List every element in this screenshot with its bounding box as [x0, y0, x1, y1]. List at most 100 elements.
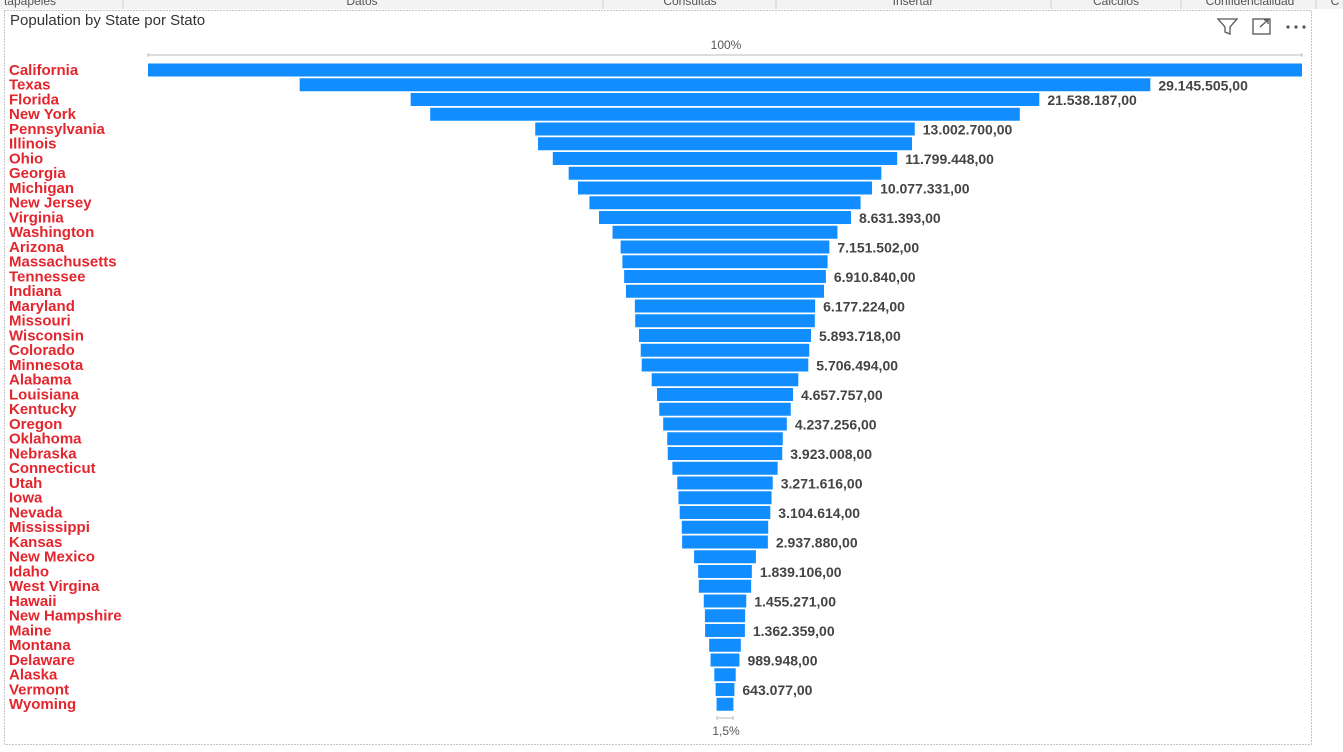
- bar: [552, 152, 898, 165]
- category-label: Connecticut: [9, 460, 96, 477]
- value-label: 21.538.187,00: [1047, 92, 1137, 108]
- bottom-percent: 1,5%: [712, 724, 740, 738]
- category-label: Alabama: [9, 372, 72, 389]
- bar: [148, 63, 1302, 77]
- value-label: 3.104.614,00: [778, 505, 860, 521]
- value-label: 11.799.448,00: [905, 151, 994, 167]
- bar: [710, 653, 740, 667]
- ribbon-group: Datos: [346, 0, 377, 8]
- value-label: 4.237.256,00: [795, 417, 877, 433]
- category-label: Idaho: [9, 563, 49, 580]
- bar: [568, 166, 882, 180]
- bar: [657, 388, 793, 401]
- category-label: Colorado: [9, 342, 75, 359]
- bar: [667, 432, 783, 446]
- ribbon-group: C: [1331, 0, 1340, 8]
- bar: [705, 624, 745, 637]
- category-label: Texas: [9, 77, 50, 94]
- bar: [663, 417, 787, 431]
- category-label: Nebraska: [9, 445, 77, 462]
- category-label: Iowa: [9, 490, 43, 507]
- bar: [577, 181, 873, 195]
- bar: [620, 240, 830, 254]
- bar: [698, 579, 752, 593]
- chart-title: Population by State por Stato: [10, 12, 205, 29]
- category-label: New Hampshire: [9, 608, 122, 625]
- value-label: 643.077,00: [742, 682, 812, 698]
- category-label: New York: [9, 106, 77, 123]
- category-label: Kentucky: [9, 401, 77, 418]
- value-label: 5.706.494,00: [816, 358, 898, 374]
- focus-icon[interactable]: [1252, 18, 1271, 35]
- filter-icon[interactable]: [1216, 18, 1239, 35]
- bar: [624, 270, 826, 283]
- category-label: West Virgina: [9, 578, 100, 595]
- category-label: New Jersey: [9, 195, 92, 212]
- bar: [538, 137, 912, 151]
- ribbon-group: Cálculos: [1093, 0, 1139, 8]
- category-label: Montana: [9, 637, 71, 654]
- category-label: Minnesota: [9, 357, 84, 374]
- category-label: Utah: [9, 475, 42, 492]
- bar: [299, 78, 1151, 92]
- category-label: Michigan: [9, 180, 74, 197]
- bar: [410, 93, 1040, 106]
- value-label: 1.839.106,00: [760, 564, 842, 580]
- top-percent: 100%: [711, 38, 742, 52]
- bar: [714, 668, 736, 682]
- category-label: Hawaii: [9, 593, 57, 610]
- category-label: Maryland: [9, 298, 75, 315]
- bar: [716, 697, 734, 711]
- bar: [430, 107, 1020, 121]
- category-label: Oregon: [9, 416, 62, 433]
- bar: [622, 255, 828, 269]
- ribbon-group: Confidencialidad: [1206, 0, 1295, 8]
- category-label: Indiana: [9, 283, 62, 300]
- bottom-bracket: [716, 716, 734, 720]
- category-label: Alaska: [9, 667, 58, 684]
- bar: [641, 358, 809, 372]
- bar: [638, 329, 812, 342]
- bar: [651, 373, 799, 387]
- bar: [681, 520, 769, 534]
- bar: [682, 535, 768, 549]
- value-label: 1.455.271,00: [754, 594, 836, 610]
- category-label: California: [9, 62, 79, 79]
- category-label: Wisconsin: [9, 327, 84, 344]
- category-label: Illinois: [9, 136, 57, 153]
- category-label: Washington: [9, 224, 94, 241]
- category-label: Oklahoma: [9, 431, 82, 448]
- category-label: Kansas: [9, 534, 62, 551]
- bar: [704, 609, 746, 623]
- bar: [698, 565, 752, 578]
- bar: [679, 506, 771, 519]
- value-label: 2.937.880,00: [776, 535, 858, 551]
- category-label: Tennessee: [9, 268, 85, 285]
- category-label: Pennsylvania: [9, 121, 106, 138]
- bar: [672, 461, 778, 475]
- ribbon: tapapeles Datos Consultas Insertar Cálculos C…: [4, 0, 1340, 9]
- bar: [589, 196, 861, 210]
- bar: [625, 284, 825, 298]
- value-label: 4.657.757,00: [801, 387, 883, 403]
- value-label: 3.923.008,00: [790, 446, 872, 462]
- top-bracket: [147, 53, 1303, 57]
- category-label: Ohio: [9, 150, 43, 167]
- visual-border: [4, 10, 1312, 745]
- value-label: 1.362.359,00: [753, 623, 835, 639]
- category-label: Missouri: [9, 313, 71, 330]
- value-label: 8.631.393,00: [859, 210, 941, 226]
- category-label: Arizona: [9, 239, 65, 256]
- category-label: Louisiana: [9, 386, 80, 403]
- value-label: 5.893.718,00: [819, 328, 901, 344]
- value-label: 3.271.616,00: [781, 476, 863, 492]
- more-icon[interactable]: [1286, 25, 1306, 29]
- bar: [640, 343, 810, 357]
- value-label: 29.145.505,00: [1158, 77, 1248, 93]
- category-label: Nevada: [9, 504, 63, 521]
- category-label: Georgia: [9, 165, 66, 182]
- ribbon-group: Consultas: [663, 0, 716, 8]
- category-label: Florida: [9, 91, 60, 108]
